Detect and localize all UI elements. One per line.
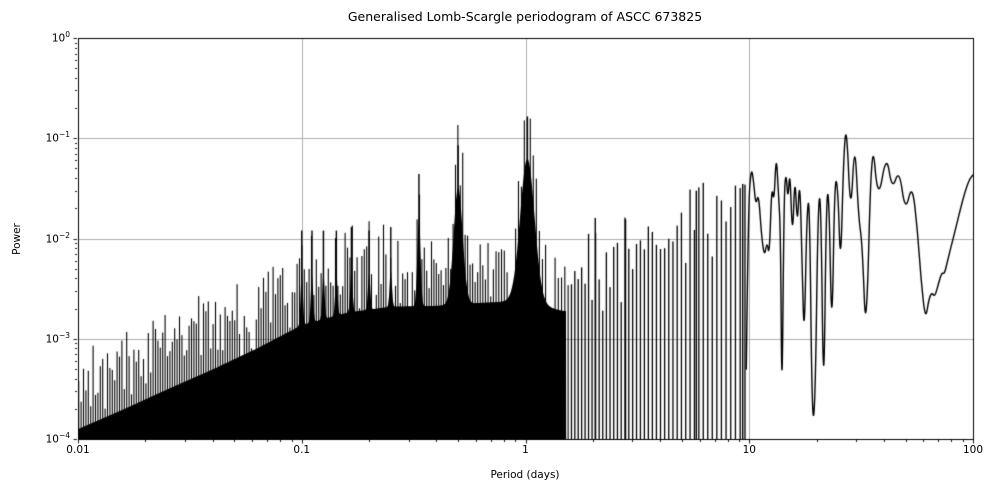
x-axis-label: Period (days) (490, 469, 560, 481)
y-tick-label: 10−2 (45, 230, 70, 246)
y-axis-label: Power (11, 223, 23, 255)
y-tick-label: 10−1 (45, 130, 70, 145)
x-tick-label: 100 (962, 444, 984, 456)
y-tick-label: 100 (51, 30, 70, 45)
y-tick-label: 10−4 (45, 431, 70, 446)
x-tick-label: 0.01 (66, 444, 90, 456)
x-tick-label: 10 (742, 444, 756, 456)
plot-title: Generalised Lomb-Scargle periodogram of … (347, 9, 703, 24)
x-tick-label: 0.1 (293, 444, 311, 456)
y-tick-label: 10−3 (45, 330, 70, 346)
x-tick-label: 1 (522, 444, 529, 456)
